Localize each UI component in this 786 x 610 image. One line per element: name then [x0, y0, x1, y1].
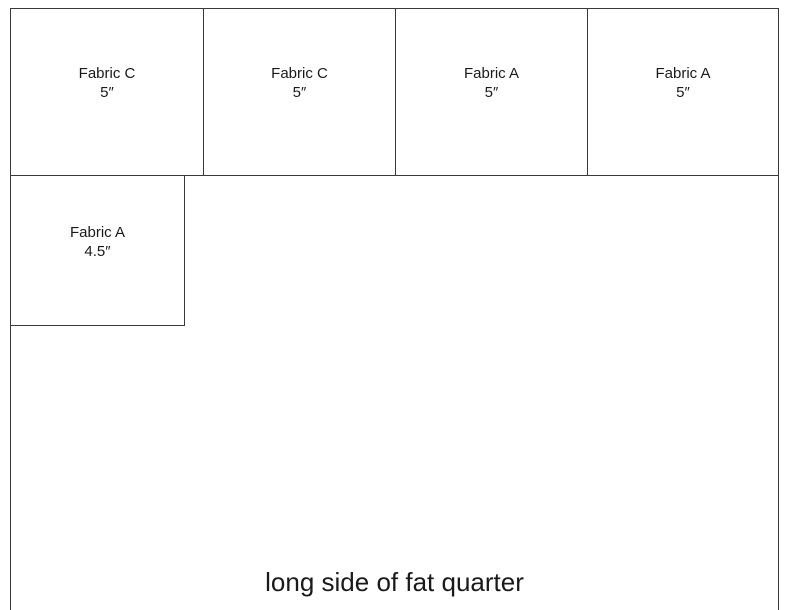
fabric-label: Fabric A — [69, 223, 126, 241]
cut-square-2: Fabric C 5″ — [203, 8, 396, 176]
fabric-label: Fabric A — [463, 65, 520, 82]
cut-square-1-label: Fabric C 5″ — [79, 64, 136, 102]
size-label: 5″ — [100, 84, 114, 101]
cut-square-3-label: Fabric A 5″ — [464, 64, 519, 102]
fabric-label: Fabric C — [271, 65, 328, 82]
cut-square-5-label: Fabric A 4.5″ — [70, 223, 125, 261]
cut-square-4: Fabric A 5″ — [587, 8, 779, 176]
size-label: 5″ — [676, 84, 690, 101]
cut-square-3: Fabric A 5″ — [395, 8, 588, 176]
cut-square-1: Fabric C 5″ — [10, 8, 204, 176]
cut-square-2-label: Fabric C 5″ — [271, 64, 328, 102]
size-label: 5″ — [292, 84, 307, 101]
cut-square-5: Fabric A 4.5″ — [10, 175, 185, 326]
fabric-label: Fabric A — [655, 65, 711, 82]
size-label: 4.5″ — [84, 242, 111, 260]
size-label: 5″ — [484, 84, 499, 101]
cut-square-4-label: Fabric A 5″ — [655, 64, 710, 102]
fabric-label: Fabric C — [78, 65, 136, 82]
long-side-label: long side of fat quarter — [265, 567, 524, 597]
